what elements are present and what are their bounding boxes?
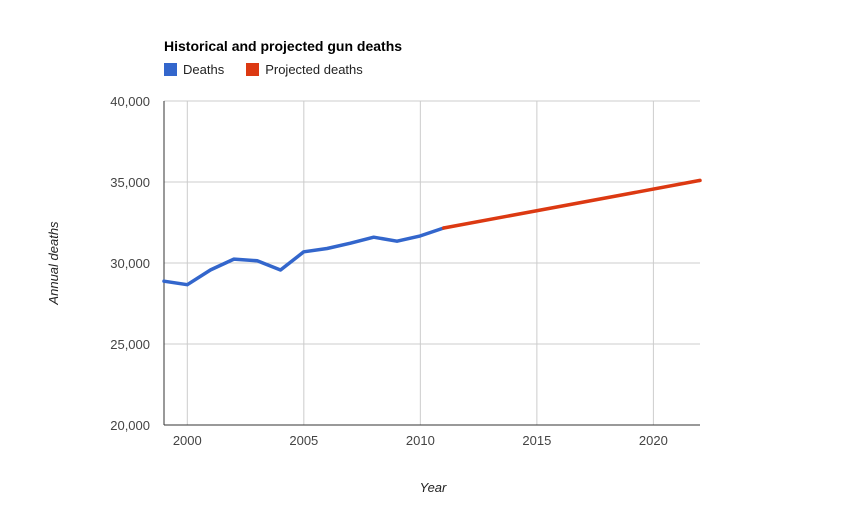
x-tick-label: 2000: [173, 433, 202, 448]
legend-swatch-projected: [246, 63, 260, 76]
legend-swatch-deaths: [164, 63, 177, 76]
axes: [163, 101, 700, 426]
series-line-projected-deaths[interactable]: [441, 178, 702, 230]
legend-item-projected[interactable]: Projected deaths: [246, 62, 363, 77]
y-tick-label: 20,000: [110, 418, 150, 433]
series-line-deaths[interactable]: [162, 226, 446, 287]
chart-title: Historical and projected gun deaths: [164, 38, 403, 54]
y-axis-label: Annual deaths: [46, 221, 61, 306]
y-tick-label: 25,000: [110, 337, 150, 352]
legend: Deaths Projected deaths: [164, 62, 363, 77]
legend-label-deaths: Deaths: [183, 62, 225, 77]
x-tick-label: 2015: [522, 433, 551, 448]
legend-label-projected: Projected deaths: [265, 62, 363, 77]
series-lines: [162, 178, 702, 287]
tick-labels: 20,000 25,000 30,000 35,000 40,000 2000 2005 20…: [110, 94, 668, 448]
legend-item-deaths[interactable]: Deaths: [164, 62, 224, 77]
x-tick-label: 2020: [639, 433, 668, 448]
x-tick-label: 2010: [406, 433, 435, 448]
y-tick-label: 40,000: [110, 94, 150, 109]
y-tick-label: 35,000: [110, 175, 150, 190]
y-tick-label: 30,000: [110, 256, 150, 271]
x-tick-label: 2005: [289, 433, 318, 448]
grid-lines: [164, 100, 700, 425]
x-axis-label: Year: [420, 480, 447, 495]
